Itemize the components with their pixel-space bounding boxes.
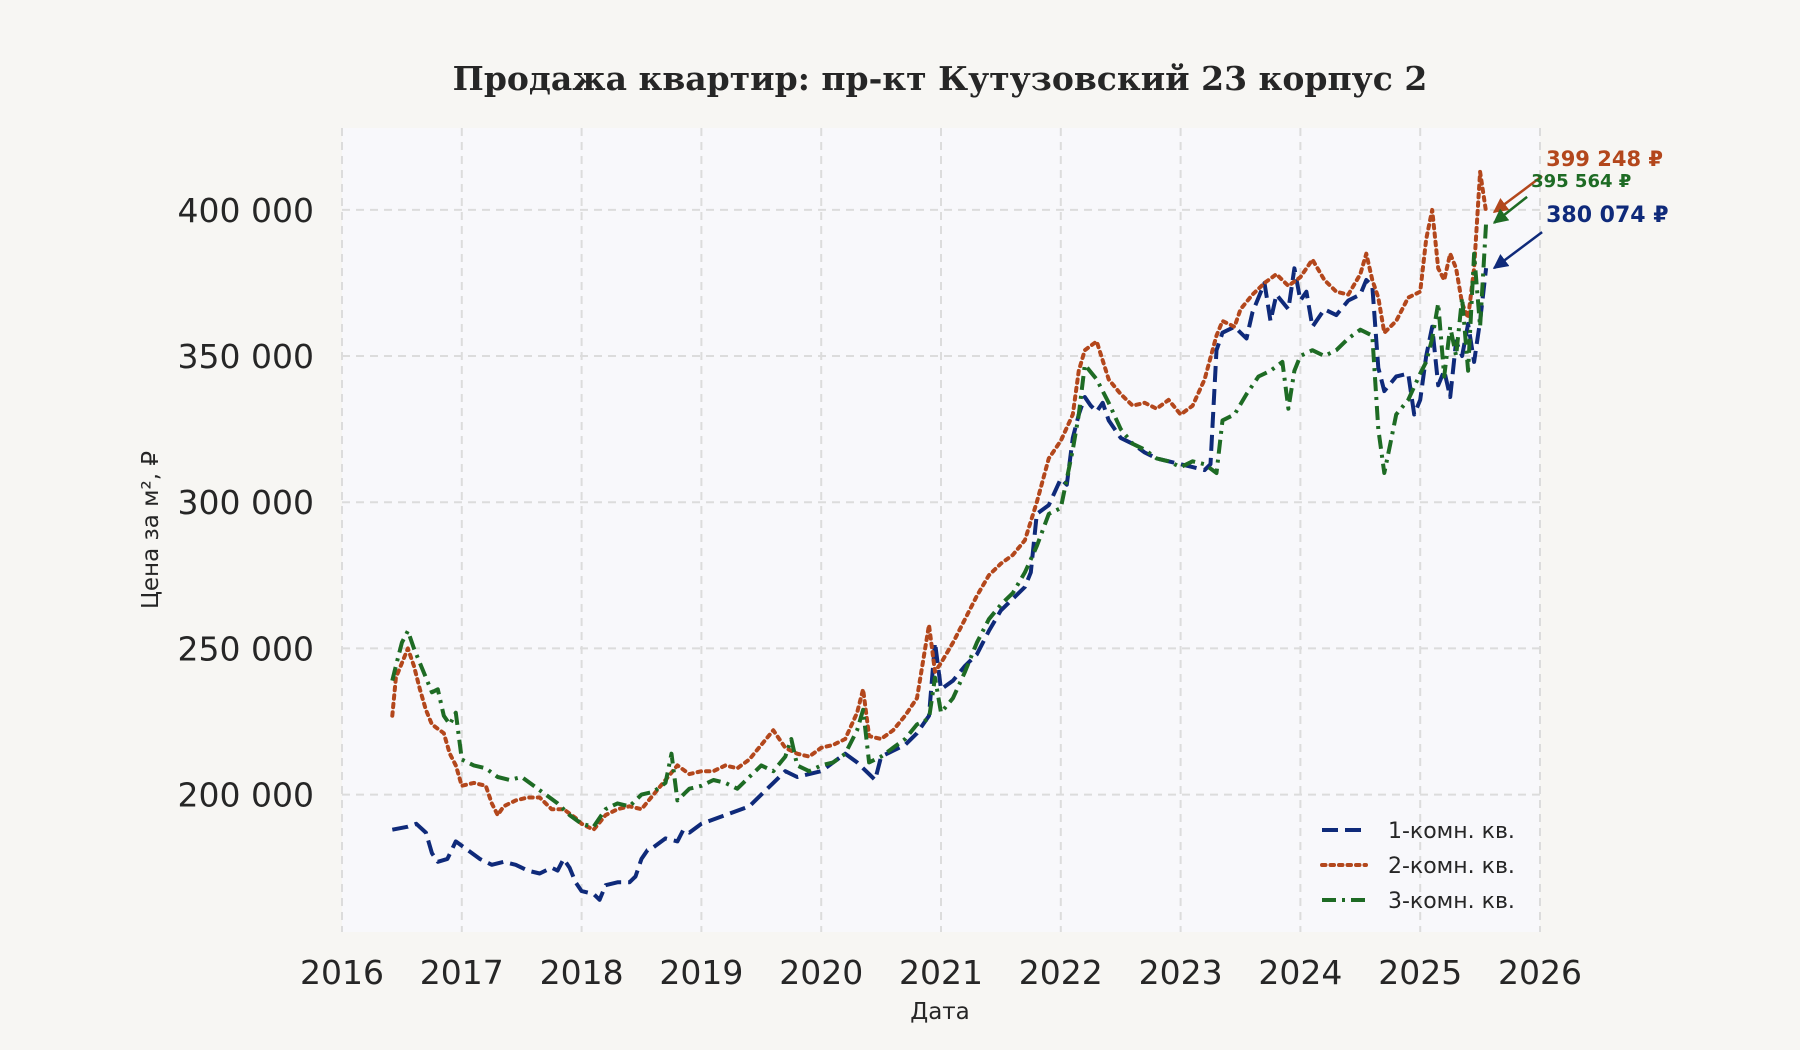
x-tick-label: 2022 <box>1019 953 1103 992</box>
x-tick-label: 2020 <box>779 953 863 992</box>
grid-layer <box>341 128 1541 932</box>
series-layer <box>390 169 1489 902</box>
x-tick-label: 2023 <box>1139 953 1223 992</box>
chart-title: Продажа квартир: пр-кт Кутузовский 23 ко… <box>453 59 1428 98</box>
y-tick-label: 300 000 <box>178 483 314 522</box>
annotation-layer: 399 248 ₽395 564 ₽ 380 074 ₽ <box>1492 147 1669 270</box>
annotation-arrow <box>1492 231 1543 270</box>
x-tick-label: 2019 <box>659 953 743 992</box>
legend: 1-комн. кв. 2-комн. кв. 3-комн. кв. <box>1320 819 1515 914</box>
x-tick-label: 2025 <box>1378 953 1462 992</box>
y-tick-label: 200 000 <box>178 776 314 815</box>
y-tick-label: 250 000 <box>178 629 314 668</box>
x-tick-label: 2021 <box>899 953 983 992</box>
series-line-3 <box>390 222 1489 829</box>
x-axis-label: Дата <box>910 999 970 1025</box>
series-line-2 <box>390 169 1489 832</box>
annotation-label: 380 074 ₽ <box>1546 203 1668 228</box>
y-tick-label: 350 000 <box>178 337 314 376</box>
x-tick-label: 2026 <box>1498 953 1582 992</box>
x-tick-label: 2017 <box>420 953 504 992</box>
y-axis-label: Цена за м², ₽ <box>138 451 164 609</box>
legend-label: 1-комн. кв. <box>1388 819 1515 844</box>
series-line-1 <box>391 266 1489 902</box>
annotation-label: 395 564 ₽ <box>1531 171 1631 192</box>
tick-label-layer: 2016 2017 2018 2019 2020 2021 2022 2023 2024 2025… <box>178 191 1582 992</box>
plot-area <box>342 128 1540 932</box>
legend-label: 2-комн. кв. <box>1388 854 1515 879</box>
annotation-arrow <box>1492 175 1543 214</box>
y-tick-label: 400 000 <box>178 191 314 230</box>
x-tick-label: 2016 <box>300 953 384 992</box>
x-tick-label: 2018 <box>540 953 624 992</box>
legend-label: 3-комн. кв. <box>1388 889 1515 914</box>
x-tick-label: 2024 <box>1258 953 1342 992</box>
annotation-arrow <box>1492 195 1528 224</box>
annotation-label: 399 248 ₽ <box>1546 147 1663 171</box>
